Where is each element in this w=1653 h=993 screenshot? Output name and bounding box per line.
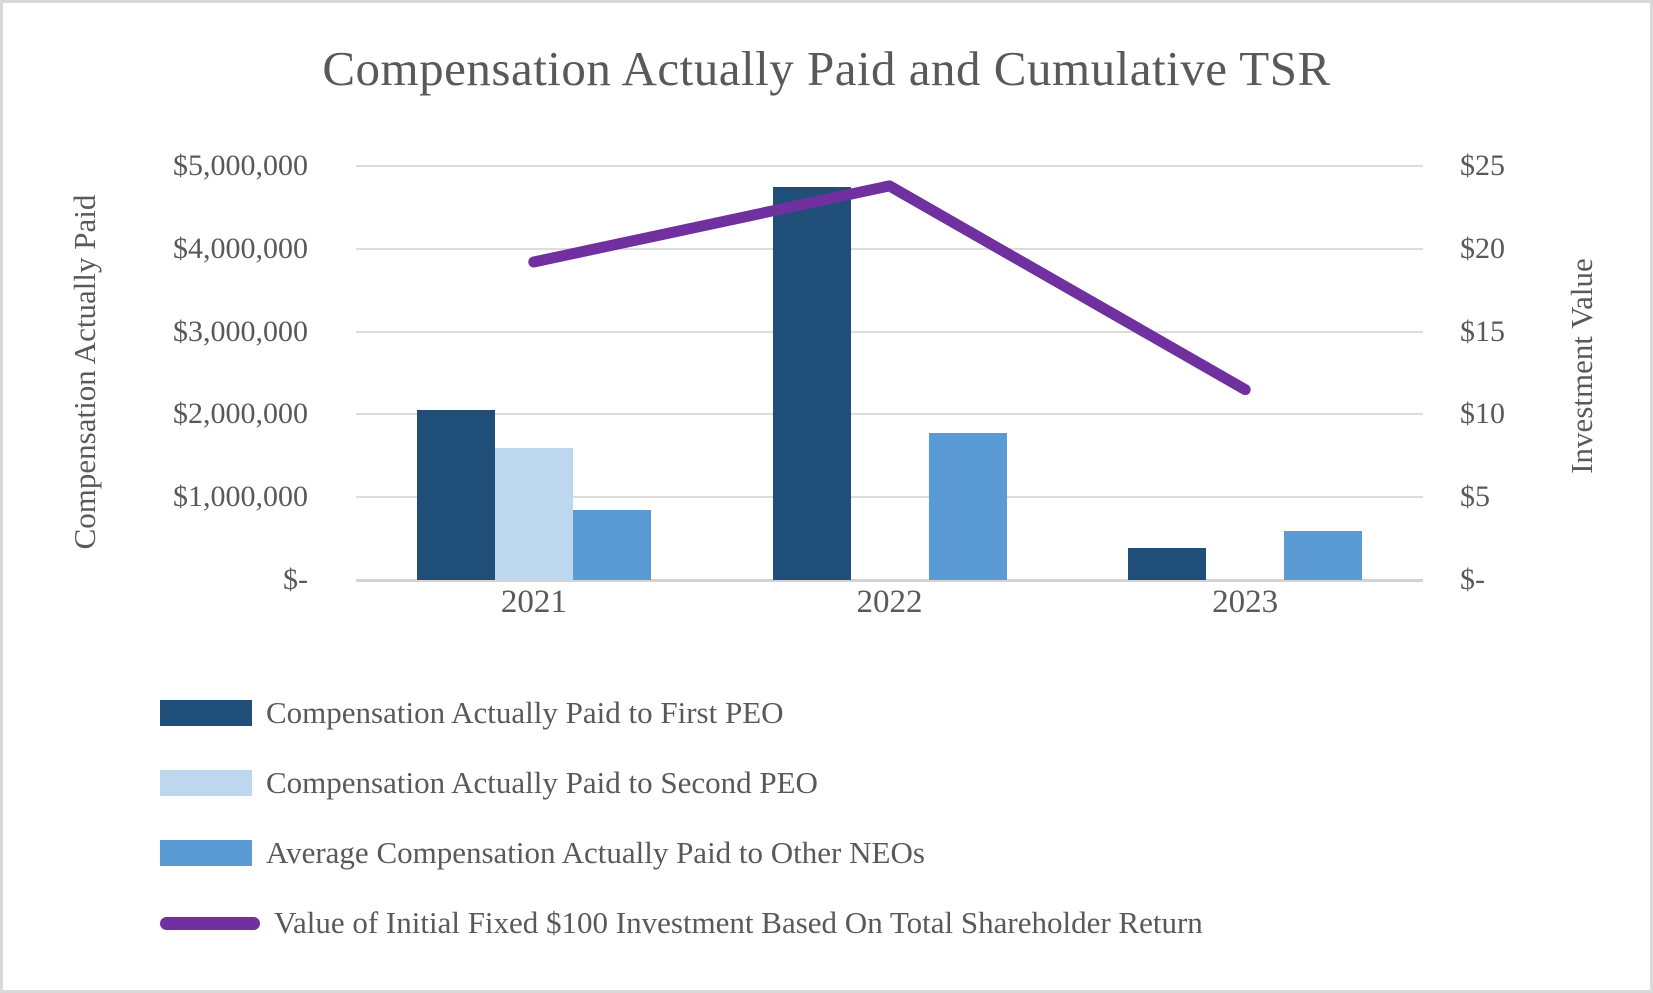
bar-other-neos-2022	[928, 432, 1007, 580]
right-axis-tick: $15	[1460, 314, 1505, 348]
left-axis-tick: $1,000,000	[173, 480, 308, 514]
left-axis-tick: $-	[283, 563, 308, 596]
right-axis-tick: $10	[1460, 397, 1505, 431]
x-axis-label-2022: 2022	[856, 584, 923, 620]
left-axis-title: Compensation Actually Paid	[67, 194, 102, 550]
left-axis-tick: $5,000,000	[173, 149, 308, 182]
right-axis-tick: $5	[1460, 480, 1490, 514]
left-axis-tick: $4,000,000	[173, 231, 308, 265]
gridline	[356, 165, 1423, 167]
legend-label: Value of Initial Fixed $100 Investment B…	[274, 905, 1203, 940]
legend-label: Compensation Actually Paid to First PEO	[266, 695, 784, 730]
bar-first-peo-2023	[1128, 547, 1207, 580]
gridline	[356, 413, 1423, 416]
legend-label: Compensation Actually Paid to Second PEO	[266, 765, 818, 800]
gridline	[356, 496, 1423, 499]
legend-item: Value of Initial Fixed $100 Investment B…	[160, 888, 1203, 958]
legend-swatch-bar	[160, 840, 252, 866]
gridline	[356, 330, 1423, 333]
legend-item: Average Compensation Actually Paid to Ot…	[160, 818, 925, 888]
right-axis-tick: $20	[1460, 231, 1505, 265]
chart-title: Compensation Actually Paid and Cumulativ…	[322, 41, 1331, 96]
bar-second-peo-2021	[494, 447, 573, 580]
legend-swatch-bar	[160, 700, 252, 726]
legend-label: Average Compensation Actually Paid to Ot…	[266, 835, 925, 870]
x-axis-line	[356, 579, 1423, 582]
legend-swatch-line	[160, 916, 260, 930]
gridline	[356, 247, 1423, 250]
tsr-line	[528, 180, 1251, 396]
right-axis-tick: $25	[1460, 149, 1505, 182]
legend-item: Compensation Actually Paid to Second PEO	[160, 748, 818, 818]
bar-first-peo-2022	[772, 186, 851, 580]
left-axis-tick: $3,000,000	[173, 314, 308, 348]
bar-other-neos-2023	[1284, 531, 1363, 580]
left-axis-tick: $2,000,000	[173, 397, 308, 431]
x-axis-label-2023: 2023	[1212, 584, 1279, 620]
x-axis-label-2021: 2021	[500, 584, 567, 620]
right-axis-title: Investment Value	[1564, 258, 1599, 474]
legend-swatch-bar	[160, 770, 252, 796]
right-axis-tick: $-	[1460, 563, 1485, 596]
bar-first-peo-2021	[416, 410, 495, 580]
legend-item: Compensation Actually Paid to First PEO	[160, 678, 784, 748]
bar-other-neos-2021	[572, 509, 651, 580]
